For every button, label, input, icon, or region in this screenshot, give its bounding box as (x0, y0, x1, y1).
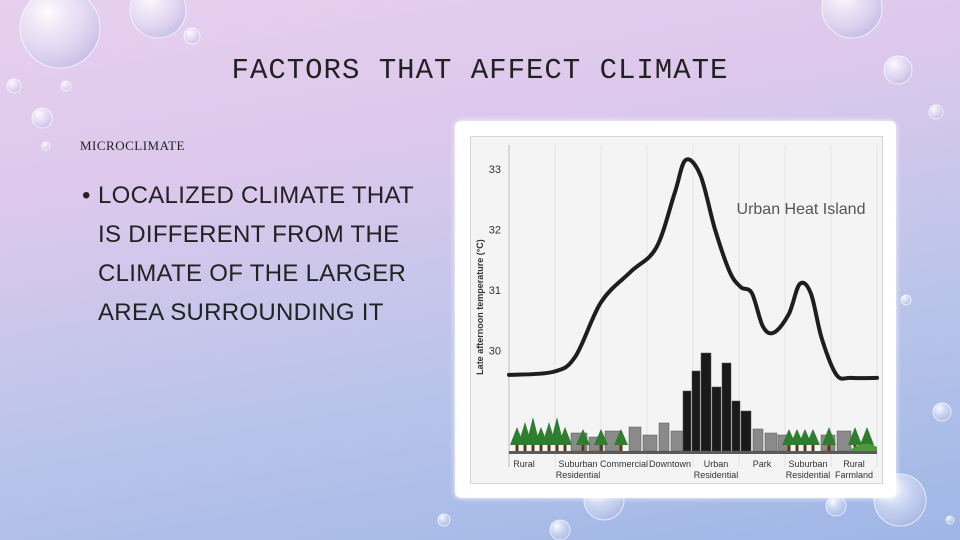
y-axis-label: Late afternoon temperature (°C) (475, 239, 485, 375)
tree-trunk (795, 443, 799, 451)
urban-residence (764, 432, 778, 452)
chart-plot-frame: Urban Heat Island Late afternoon tempera… (470, 136, 883, 484)
tree-trunk (827, 443, 831, 451)
tree (526, 417, 540, 445)
x-category-label: Urban (704, 459, 729, 469)
tree-trunk (555, 443, 559, 451)
temperature-line (507, 157, 879, 381)
x-category-label: Rural (843, 459, 865, 469)
downtown-tower (731, 400, 741, 452)
bullet-dot-icon: • (82, 182, 91, 209)
x-category-label: Suburban (788, 459, 827, 469)
downtown-tower (691, 370, 701, 452)
bullet-text: LOCALIZED CLIMATE THAT IS DIFFERENT FROM… (98, 182, 414, 326)
y-tick-label: 33 (489, 164, 501, 176)
tree (614, 429, 628, 445)
x-category-label: Downtown (649, 459, 691, 469)
x-category-label: Residential (786, 470, 831, 480)
y-tick-label: 30 (489, 346, 501, 358)
tree-trunk (515, 443, 519, 451)
urban-residence (752, 428, 764, 452)
slide-title: FACTORS THAT AFFECT CLIMATE (231, 54, 729, 87)
x-category-label: Suburban (558, 459, 597, 469)
x-category-label: Residential (556, 470, 601, 480)
tree (806, 429, 820, 445)
urban-heat-island-chart: Urban Heat Island Late afternoon tempera… (475, 145, 879, 480)
tree (860, 427, 874, 445)
farmland-hill (849, 443, 877, 451)
tree-trunk (581, 443, 585, 451)
downtown-tower (711, 386, 722, 452)
tree (558, 427, 572, 445)
tree (576, 429, 590, 445)
chart-title: Urban Heat Island (737, 201, 866, 218)
tree-trunk (531, 443, 535, 451)
house (836, 430, 852, 452)
tree (848, 427, 862, 445)
x-category-label: Residential (694, 470, 739, 480)
tree-trunk (523, 443, 527, 451)
ground-line (509, 451, 877, 454)
tree-trunk (787, 443, 791, 451)
x-category-label: Rural (513, 459, 535, 469)
tree-trunk (539, 443, 543, 451)
chart-image-card: Urban Heat Island Late afternoon tempera… (455, 121, 896, 498)
bullet-item: • LOCALIZED CLIMATE THAT IS DIFFERENT FR… (82, 176, 442, 332)
x-category-label: Commercial (600, 459, 648, 469)
tree (822, 427, 836, 445)
commercial-building (670, 430, 684, 452)
commercial-building (628, 426, 642, 452)
city-skyline-illustration (509, 352, 877, 454)
slide-subtitle: MICROCLIMATE (80, 138, 185, 153)
tree-trunk (619, 443, 623, 451)
x-category-label: Park (753, 459, 772, 469)
y-tick-label: 31 (489, 285, 501, 297)
tree (550, 417, 564, 445)
tree-trunk (811, 443, 815, 451)
downtown-tower (682, 390, 692, 452)
commercial-building (658, 422, 670, 452)
tree-trunk (563, 443, 567, 451)
tree-trunk (803, 443, 807, 451)
y-tick-label: 32 (489, 225, 501, 237)
commercial-building (642, 434, 658, 452)
downtown-tower (721, 362, 732, 452)
tree-trunk (547, 443, 551, 451)
tree-trunk (599, 443, 603, 451)
x-category-label: Farmland (835, 470, 873, 480)
tree (594, 429, 608, 445)
downtown-tower (700, 352, 712, 452)
downtown-tower (740, 410, 752, 452)
